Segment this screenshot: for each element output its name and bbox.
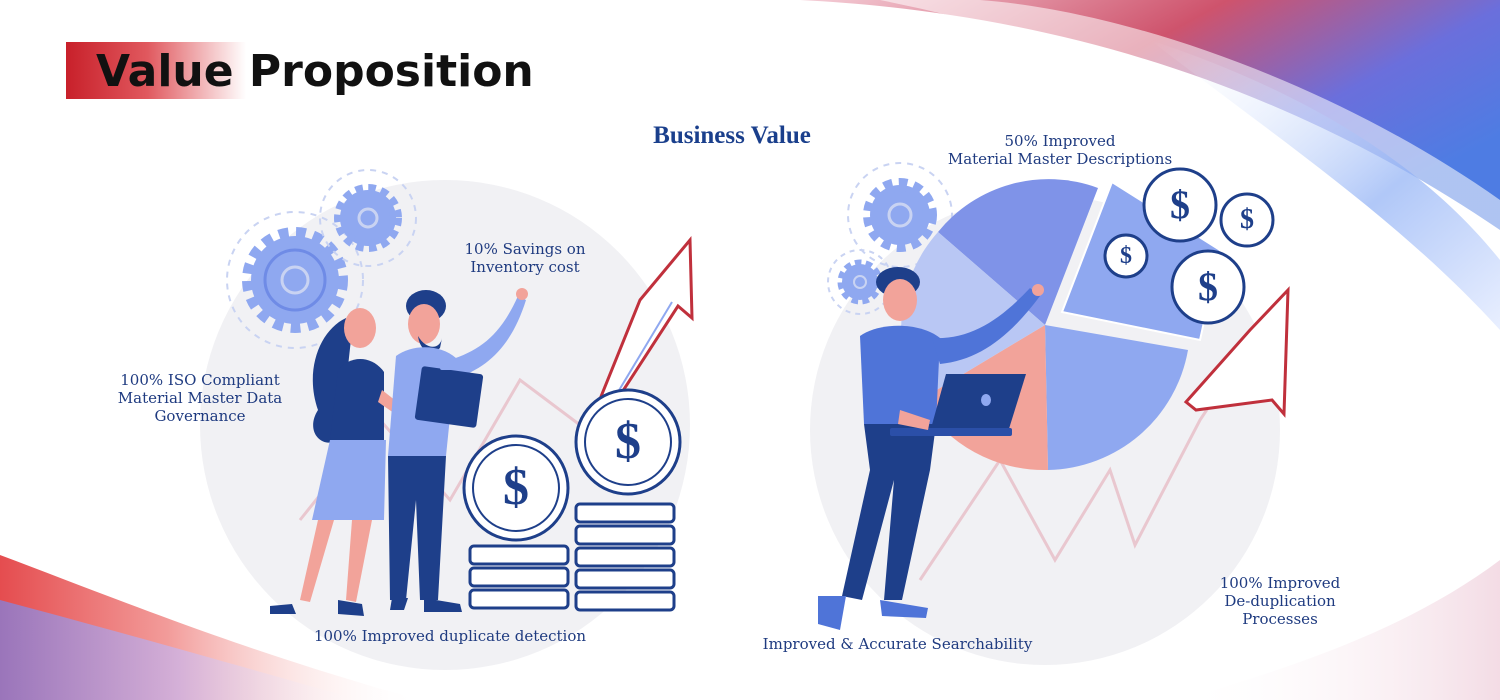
benefit-deduplication: 100% Improved De-duplication Processes xyxy=(1219,574,1341,628)
section-subtitle: Business Value xyxy=(653,122,811,149)
benefit-duplicate-detection: 100% Improved duplicate detection xyxy=(313,627,587,645)
man-figure xyxy=(388,288,528,612)
benefit-inventory-savings: 10% Savings on Inventory cost xyxy=(464,240,586,276)
dollar-coin-icon xyxy=(1103,233,1149,279)
benefit-descriptions: 50% Improved Material Master Description… xyxy=(947,132,1173,168)
dollar-coin-icon xyxy=(1170,249,1246,325)
dollar-coin-icon xyxy=(1219,192,1275,248)
analyst-figure xyxy=(818,267,1044,630)
page-title: Value Proposition xyxy=(96,46,534,97)
title-accent-bar xyxy=(66,42,246,99)
dollar-coin-icon xyxy=(1142,167,1218,243)
dollar-sign-icon: $ xyxy=(1170,182,1190,227)
dollar-sign-icon: $ xyxy=(1120,243,1132,269)
gear-icon xyxy=(226,211,364,349)
dollar-sign-icon: $ xyxy=(503,459,529,516)
dollar-coin-icon xyxy=(574,388,682,496)
woman-figure xyxy=(270,308,410,616)
coin-stack-icon xyxy=(468,502,676,612)
benefit-iso-compliance: 100% ISO Compliant Material Master Data … xyxy=(117,371,283,425)
dollar-sign-icon: $ xyxy=(615,413,641,470)
dollar-sign-icon: $ xyxy=(1240,204,1254,235)
dollar-sign-icon: $ xyxy=(1198,264,1218,309)
gear-icon xyxy=(847,162,953,268)
gear-icon xyxy=(319,169,417,267)
dollar-coin-icon xyxy=(462,434,570,542)
benefit-searchability: Improved & Accurate Searchability xyxy=(762,635,1033,653)
